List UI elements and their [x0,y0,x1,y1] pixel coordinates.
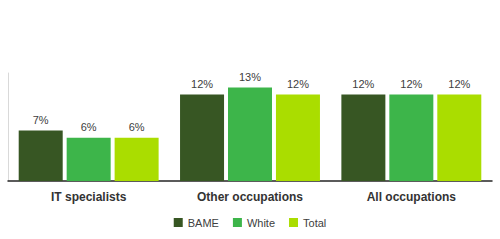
svg-text:12%: 12% [191,78,213,90]
svg-text:6%: 6% [129,121,145,133]
svg-text:Total: Total [303,217,326,229]
svg-text:IT specialists: IT specialists [51,190,127,204]
svg-text:12%: 12% [352,78,374,90]
svg-text:7%: 7% [33,114,49,126]
svg-text:13%: 13% [239,71,261,83]
svg-text:White: White [247,217,275,229]
svg-text:Other occupations: Other occupations [197,190,303,204]
svg-text:BAME: BAME [188,217,219,229]
svg-text:12%: 12% [448,78,470,90]
svg-text:12%: 12% [287,78,309,90]
svg-text:All occupations: All occupations [367,190,457,204]
svg-text:12%: 12% [400,78,422,90]
svg-text:6%: 6% [81,121,97,133]
